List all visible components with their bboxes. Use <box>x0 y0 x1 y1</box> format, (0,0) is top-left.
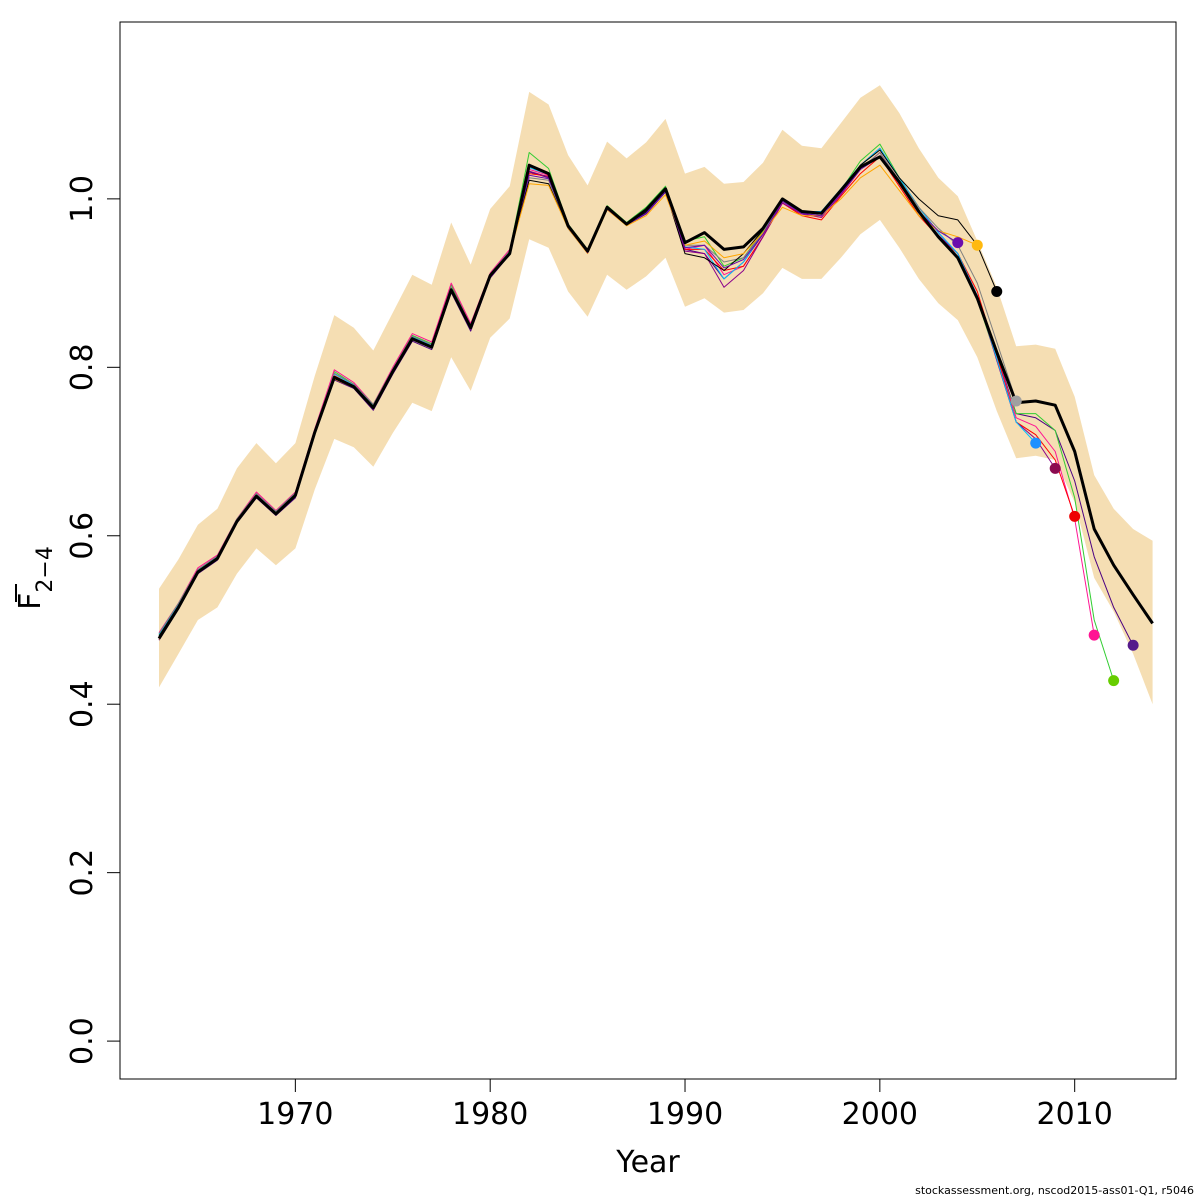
y-tick-label: 0.6 <box>65 512 100 560</box>
x-tick-label: 1970 <box>257 1097 333 1132</box>
x-tick-label: 1980 <box>452 1097 528 1132</box>
y-tick-label: 0.0 <box>65 1017 100 1065</box>
endpoint-marker-6 <box>1069 510 1081 522</box>
x-axis-title: Year <box>615 1145 680 1180</box>
main-series-line <box>157 155 1154 640</box>
footer-credit: stockassessment.org, nscod2015-ass01-Q1,… <box>915 1184 1194 1197</box>
y-axis-title-subscript: 2−4 <box>33 546 58 592</box>
y-axis: 0.0 0.2 0.4 0.6 0.8 1.0 <box>65 175 121 1065</box>
confidence-band-layer <box>159 85 1153 705</box>
endpoint-marker-8 <box>1108 675 1120 687</box>
endpoint-marker-5 <box>1049 462 1061 474</box>
x-tick-label: 2010 <box>1037 1097 1113 1132</box>
y-tick-label: 0.2 <box>65 849 100 897</box>
endpoint-markers-layer <box>952 237 1139 687</box>
endpoint-marker-0 <box>952 237 964 249</box>
y-tick-label: 1.0 <box>65 175 100 223</box>
y-axis-title-main: F <box>13 593 48 610</box>
x-axis: 1970 1980 1990 2000 2010 <box>257 1078 1113 1132</box>
svg-text:F2−4: F2−4 <box>13 546 58 610</box>
series-layer <box>157 143 1154 681</box>
endpoint-marker-2 <box>991 286 1003 298</box>
endpoint-marker-7 <box>1088 629 1100 641</box>
endpoint-marker-4 <box>1030 437 1042 449</box>
y-tick-label: 0.4 <box>65 680 100 728</box>
x-tick-label: 1990 <box>647 1097 723 1132</box>
y-tick-label: 0.8 <box>65 343 100 391</box>
confidence-band <box>159 85 1153 705</box>
endpoint-marker-9 <box>1127 639 1139 651</box>
endpoint-marker-1 <box>971 239 983 251</box>
y-axis-title: F2−4 <box>13 546 58 610</box>
x-tick-label: 2000 <box>842 1097 918 1132</box>
endpoint-marker-3 <box>1010 395 1022 407</box>
